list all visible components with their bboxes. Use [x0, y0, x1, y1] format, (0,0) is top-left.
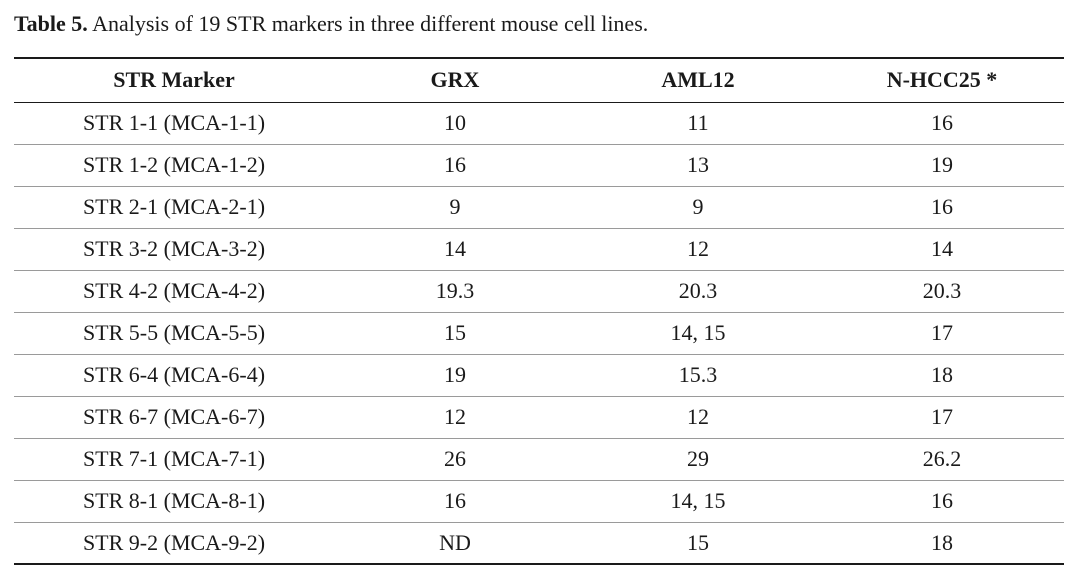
str-marker-cell: STR 6-7 (MCA-6-7) — [14, 396, 334, 439]
n-hcc25-cell: 18 — [820, 522, 1064, 565]
table-row: STR 1-1 (MCA-1-1) 10 11 16 — [14, 102, 1064, 145]
n-hcc25-cell: 17 — [820, 312, 1064, 355]
str-marker-cell: STR 4-2 (MCA-4-2) — [14, 270, 334, 313]
str-marker-cell: STR 8-1 (MCA-8-1) — [14, 480, 334, 523]
table-row: STR 7-1 (MCA-7-1) 26 29 26.2 — [14, 438, 1064, 481]
table-row: STR 6-7 (MCA-6-7) 12 12 17 — [14, 396, 1064, 439]
table-row: STR 2-1 (MCA-2-1) 9 9 16 — [14, 186, 1064, 229]
table-row: STR 9-2 (MCA-9-2) ND 15 18 — [14, 522, 1064, 565]
str-marker-cell: STR 5-5 (MCA-5-5) — [14, 312, 334, 355]
str-marker-cell: STR 1-2 (MCA-1-2) — [14, 144, 334, 187]
grx-cell: 15 — [334, 312, 576, 355]
aml12-cell: 13 — [576, 144, 820, 187]
aml12-cell: 14, 15 — [576, 480, 820, 523]
grx-cell: 26 — [334, 438, 576, 481]
str-markers-table: STR Marker GRX AML12 N-HCC25 * STR 1-1 (… — [14, 57, 1064, 565]
aml12-cell: 11 — [576, 102, 820, 145]
n-hcc25-cell: 14 — [820, 228, 1064, 271]
grx-cell: 19.3 — [334, 270, 576, 313]
str-marker-cell: STR 1-1 (MCA-1-1) — [14, 102, 334, 145]
aml12-cell: 12 — [576, 228, 820, 271]
table-caption-label: Table 5. — [14, 11, 88, 36]
grx-cell: 19 — [334, 354, 576, 397]
n-hcc25-cell: 16 — [820, 480, 1064, 523]
str-marker-cell: STR 7-1 (MCA-7-1) — [14, 438, 334, 481]
aml12-cell: 14, 15 — [576, 312, 820, 355]
str-marker-cell: STR 3-2 (MCA-3-2) — [14, 228, 334, 271]
grx-cell: 16 — [334, 480, 576, 523]
grx-cell: 12 — [334, 396, 576, 439]
n-hcc25-cell: 26.2 — [820, 438, 1064, 481]
table-header: STR Marker GRX AML12 N-HCC25 * — [14, 57, 1064, 103]
table-row: STR 1-2 (MCA-1-2) 16 13 19 — [14, 144, 1064, 187]
table-caption-text: Analysis of 19 STR markers in three diff… — [87, 11, 649, 36]
header-row: STR Marker GRX AML12 N-HCC25 * — [14, 57, 1064, 103]
n-hcc25-cell: 16 — [820, 102, 1064, 145]
str-table-container: STR Marker GRX AML12 N-HCC25 * STR 1-1 (… — [14, 57, 1064, 565]
header-n-hcc25: N-HCC25 * — [820, 57, 1064, 103]
table-body: STR 1-1 (MCA-1-1) 10 11 16 STR 1-2 (MCA-1-2)… — [14, 102, 1064, 565]
grx-cell: ND — [334, 522, 576, 565]
table-row: STR 6-4 (MCA-6-4) 19 15.3 18 — [14, 354, 1064, 397]
table-row: STR 4-2 (MCA-4-2) 19.3 20.3 20.3 — [14, 270, 1064, 313]
aml12-cell: 12 — [576, 396, 820, 439]
header-str-marker: STR Marker — [14, 57, 334, 103]
n-hcc25-cell: 20.3 — [820, 270, 1064, 313]
aml12-cell: 20.3 — [576, 270, 820, 313]
table-caption: Table 5. Analysis of 19 STR markers in t… — [14, 9, 648, 39]
aml12-cell: 15.3 — [576, 354, 820, 397]
str-marker-cell: STR 9-2 (MCA-9-2) — [14, 522, 334, 565]
table-row: STR 3-2 (MCA-3-2) 14 12 14 — [14, 228, 1064, 271]
n-hcc25-cell: 18 — [820, 354, 1064, 397]
n-hcc25-cell: 16 — [820, 186, 1064, 229]
aml12-cell: 15 — [576, 522, 820, 565]
n-hcc25-cell: 17 — [820, 396, 1064, 439]
aml12-cell: 29 — [576, 438, 820, 481]
header-aml12: AML12 — [576, 57, 820, 103]
aml12-cell: 9 — [576, 186, 820, 229]
grx-cell: 9 — [334, 186, 576, 229]
str-marker-cell: STR 6-4 (MCA-6-4) — [14, 354, 334, 397]
str-marker-cell: STR 2-1 (MCA-2-1) — [14, 186, 334, 229]
table-row: STR 8-1 (MCA-8-1) 16 14, 15 16 — [14, 480, 1064, 523]
n-hcc25-cell: 19 — [820, 144, 1064, 187]
grx-cell: 10 — [334, 102, 576, 145]
table-row: STR 5-5 (MCA-5-5) 15 14, 15 17 — [14, 312, 1064, 355]
grx-cell: 14 — [334, 228, 576, 271]
header-grx: GRX — [334, 57, 576, 103]
grx-cell: 16 — [334, 144, 576, 187]
